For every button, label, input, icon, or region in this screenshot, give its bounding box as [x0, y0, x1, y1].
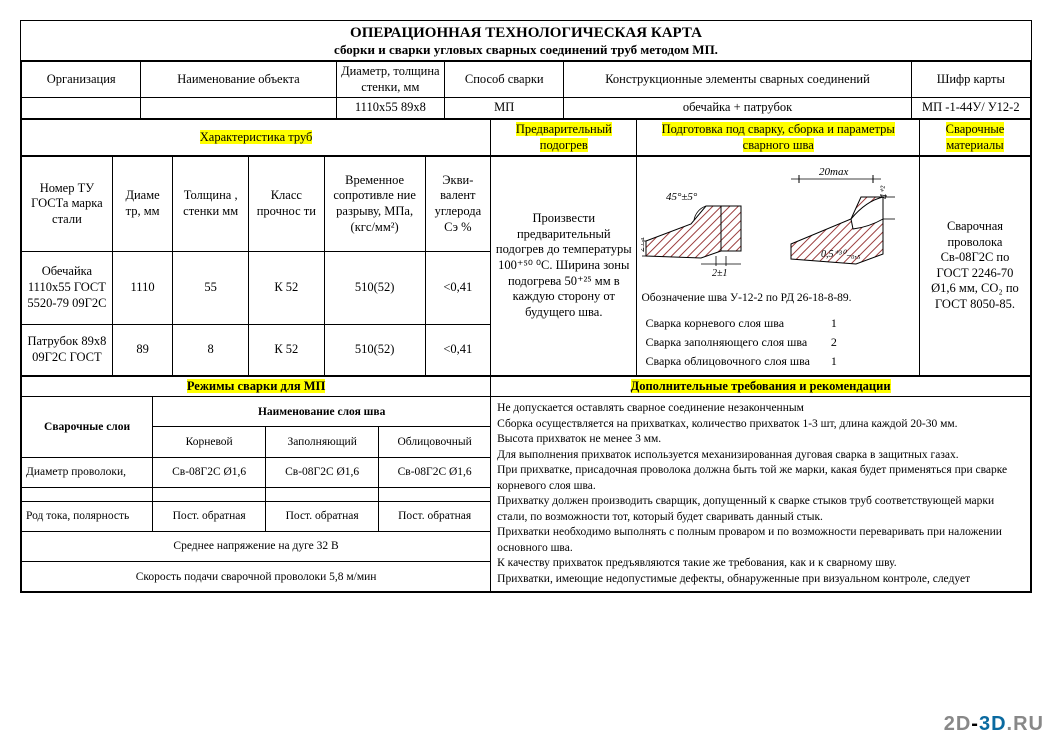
hdr-method: Способ сварки	[445, 62, 564, 98]
diagram-caption: Обозначение шва У-12-2 по РД 26-18-8-89.	[641, 291, 915, 305]
title-sub: сборки и сварки угловых сварных соединен…	[21, 42, 1031, 58]
layer2-n: 2	[814, 333, 854, 352]
dim-0-5: 0,5⁺³⁰₋₀,₅	[821, 249, 861, 260]
header-table: Организация Наименование объекта Диаметр…	[21, 61, 1031, 119]
ch-c1: Номер ТУ ГОСТа марка стали	[22, 157, 113, 252]
r1-c6: <0,41	[425, 324, 491, 375]
val-code: МП -1-44У/ У12-2	[911, 98, 1030, 119]
r1-c4: К 52	[249, 324, 325, 375]
layer3: Сварка облицовочного слоя шва	[641, 352, 813, 371]
val-org	[22, 98, 141, 119]
r0-c5: 510(52)	[324, 251, 425, 324]
document-card: ОПЕРАЦИОННАЯ ТЕХНОЛОГИЧЕСКАЯ КАРТА сборк…	[20, 20, 1032, 593]
layer-1: Заполняющий	[266, 427, 379, 457]
r1-c2: 89	[112, 324, 173, 375]
speed: Скорость подачи сварочной проволоки 5,8 …	[22, 562, 491, 592]
val-constr: обечайка + патрубок	[564, 98, 911, 119]
note-8: Прихватки, имеющие недопустимые дефекты,…	[497, 572, 1024, 588]
title-block: ОПЕРАЦИОННАЯ ТЕХНОЛОГИЧЕСКАЯ КАРТА сборк…	[21, 21, 1031, 61]
notes-block: Не допускается оставлять сварное соедине…	[491, 397, 1031, 592]
note-7: К качеству прихваток предъявляются такие…	[497, 556, 1024, 572]
hdr-org: Организация	[22, 62, 141, 98]
note-4: При прихватке, присадочная проволока дол…	[497, 463, 1024, 494]
sec-prep: Подготовка под сварку, сборка и параметр…	[637, 119, 920, 155]
ch-c3: Толщина , стенки мм	[173, 157, 249, 252]
layer-0: Корневой	[153, 427, 266, 457]
hdr-obj: Наименование объекта	[141, 62, 336, 98]
ch-c6: Экви- валент углерода Сэ %	[425, 157, 491, 252]
row-layers-label: Сварочные слои	[22, 397, 153, 457]
note-1: Сборка осуществляется на прихватках, кол…	[497, 417, 1024, 433]
cur-1: Пост. обратная	[266, 501, 379, 531]
empty-row-a	[22, 487, 153, 501]
preheat-text: Произвести предварительный подогрев до т…	[491, 157, 637, 375]
layer-row-title: Наименование слоя шва	[153, 397, 491, 427]
r0-c6: <0,41	[425, 251, 491, 324]
ch-c5: Временное сопротивле ние разрыву, МПа, (…	[324, 157, 425, 252]
r1-c5: 510(52)	[324, 324, 425, 375]
materials: Сварочная проволока Св-08Г2С по ГОСТ 224…	[919, 157, 1030, 375]
ch-c4: Класс прочнос ти	[249, 157, 325, 252]
modes-title: Режимы сварки для МП	[22, 376, 491, 397]
dim-20max: 20max	[819, 166, 848, 178]
note-2: Высота прихваток не менее 3 мм.	[497, 432, 1024, 448]
voltage: Среднее напряжение на дуге 32 В	[22, 531, 491, 561]
wire-1: Св-08Г2С Ø1,6	[266, 457, 379, 487]
note-5: Прихватку должен производить сварщик, до…	[497, 494, 1024, 525]
row-wire-label: Диаметр проволоки,	[22, 457, 153, 487]
wire-0: Св-08Г2С Ø1,6	[153, 457, 266, 487]
wire-2: Св-08Г2С Ø1,6	[379, 457, 491, 487]
cur-0: Пост. обратная	[153, 501, 266, 531]
r0-c3: 55	[173, 251, 249, 324]
r0-c2: 1110	[112, 251, 173, 324]
layer1: Сварка корневого слоя шва	[641, 314, 813, 333]
diagram-cell: 45°±5° 2±1 2±1	[637, 157, 920, 375]
hdr-code: Шифр карты	[911, 62, 1030, 98]
sec-preheat: Предварительный подогрев	[491, 119, 637, 155]
modes-table: Режимы сварки для МП Дополнительные треб…	[21, 376, 1031, 593]
hdr-diam: Диаметр, толщина стенки, мм	[336, 62, 444, 98]
section-heads: Характеристика труб Предварительный подо…	[21, 119, 1031, 156]
note-0: Не допускается оставлять сварное соедине…	[497, 401, 1024, 417]
wm-dash: -	[971, 713, 979, 735]
hdr-constr: Конструкционные элементы сварных соедине…	[564, 62, 911, 98]
watermark: 2D-3D.RU	[944, 713, 1044, 736]
val-method: МП	[445, 98, 564, 119]
wm-3d: 3D	[979, 713, 1007, 735]
dim-angle: 45°±5°	[666, 191, 698, 203]
title-main: ОПЕРАЦИОННАЯ ТЕХНОЛОГИЧЕСКАЯ КАРТА	[21, 25, 1031, 42]
note-3: Для выполнения прихваток используется ме…	[497, 448, 1024, 464]
sec-mat: Сварочные материалы	[919, 119, 1030, 155]
row-current-label: Род тока, полярность	[22, 501, 153, 531]
val-diam: 1110х55 89х8	[336, 98, 444, 119]
wm-ru: .RU	[1007, 713, 1044, 735]
main-content-table: Номер ТУ ГОСТа марка стали Диаме тр, мм …	[21, 156, 1031, 375]
layer3-n: 1	[814, 352, 854, 371]
dim-2pm1-v: 2±1	[641, 237, 647, 253]
r1-c3: 8	[173, 324, 249, 375]
r0-c1: Обечайка 1110х55 ГОСТ 5520-79 09Г2С	[22, 251, 113, 324]
r0-c4: К 52	[249, 251, 325, 324]
val-obj	[141, 98, 336, 119]
ch-c2: Диаме тр, мм	[112, 157, 173, 252]
weld-diagram-svg: 45°±5° 2±1 2±1	[641, 161, 919, 291]
wm-2d: 2D	[944, 713, 972, 735]
layer1-n: 1	[814, 314, 854, 333]
sec-char: Характеристика труб	[22, 119, 491, 155]
extra-title: Дополнительные требования и рекомендации	[491, 376, 1031, 397]
note-6: Прихватки необходимо выполнять с полным …	[497, 525, 1024, 556]
layers-table: Сварка корневого слоя шва1 Сварка заполн…	[641, 314, 853, 371]
cur-2: Пост. обратная	[379, 501, 491, 531]
layer2: Сварка заполняющего слоя шва	[641, 333, 813, 352]
dim-2pm1-h: 2±1	[712, 268, 728, 279]
r1-c1: Патрубок 89х8 09Г2С ГОСТ	[22, 324, 113, 375]
layer-2: Облицовочный	[379, 427, 491, 457]
